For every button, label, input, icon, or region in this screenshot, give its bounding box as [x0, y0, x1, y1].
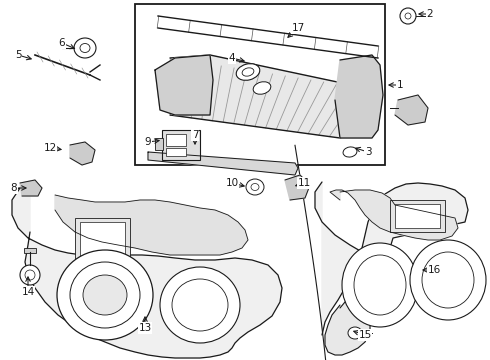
Text: 10: 10: [225, 178, 239, 188]
Ellipse shape: [236, 64, 260, 80]
Text: 11: 11: [297, 178, 311, 188]
Polygon shape: [20, 180, 42, 196]
Text: 13: 13: [138, 323, 151, 333]
Ellipse shape: [246, 179, 264, 195]
Ellipse shape: [57, 250, 153, 340]
Ellipse shape: [342, 243, 418, 327]
Text: 5: 5: [15, 50, 21, 60]
Polygon shape: [170, 55, 375, 138]
Text: 4: 4: [229, 53, 235, 63]
Polygon shape: [330, 190, 458, 240]
Bar: [395, 204, 440, 228]
Polygon shape: [325, 300, 370, 355]
Polygon shape: [335, 55, 383, 138]
Bar: [135, 4, 385, 165]
Ellipse shape: [251, 184, 259, 190]
Ellipse shape: [348, 327, 362, 339]
Polygon shape: [285, 175, 310, 200]
Ellipse shape: [172, 279, 228, 331]
Ellipse shape: [410, 240, 486, 320]
Text: 9: 9: [145, 137, 151, 147]
Bar: [390, 200, 445, 232]
Polygon shape: [12, 183, 282, 358]
Polygon shape: [155, 55, 213, 115]
Polygon shape: [70, 142, 95, 165]
Bar: [75, 218, 130, 260]
Ellipse shape: [80, 44, 90, 53]
Bar: [166, 148, 186, 156]
Bar: [166, 134, 186, 146]
Ellipse shape: [354, 255, 406, 315]
Ellipse shape: [20, 265, 40, 285]
Text: 2: 2: [427, 9, 433, 19]
Text: 3: 3: [365, 147, 371, 157]
Text: 14: 14: [22, 287, 35, 297]
Text: 7: 7: [192, 130, 198, 140]
Bar: [80, 222, 125, 256]
Ellipse shape: [253, 82, 271, 94]
Bar: [24, 248, 36, 253]
Ellipse shape: [160, 267, 240, 343]
Text: 12: 12: [44, 143, 57, 153]
Polygon shape: [55, 195, 248, 255]
Ellipse shape: [83, 275, 127, 315]
Text: 15: 15: [358, 330, 371, 340]
Polygon shape: [395, 95, 428, 125]
Text: 6: 6: [59, 38, 65, 48]
Text: 8: 8: [11, 183, 17, 193]
Ellipse shape: [400, 8, 416, 24]
Text: 16: 16: [427, 265, 441, 275]
Ellipse shape: [25, 270, 35, 280]
Polygon shape: [315, 182, 468, 335]
Ellipse shape: [70, 262, 140, 328]
Ellipse shape: [242, 68, 254, 76]
Ellipse shape: [74, 38, 96, 58]
Ellipse shape: [405, 13, 411, 19]
Text: 1: 1: [397, 80, 403, 90]
Bar: [162, 130, 200, 160]
Ellipse shape: [422, 252, 474, 308]
Polygon shape: [148, 152, 298, 175]
Text: 17: 17: [292, 23, 305, 33]
Ellipse shape: [343, 147, 357, 157]
Bar: [155, 138, 163, 150]
